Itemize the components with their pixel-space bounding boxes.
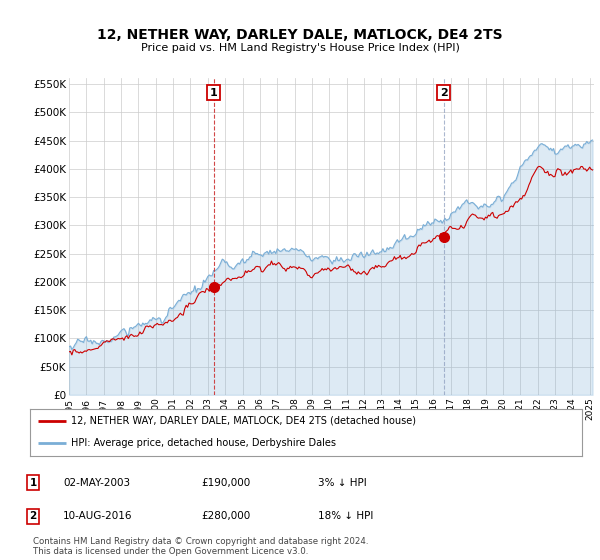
Text: 12, NETHER WAY, DARLEY DALE, MATLOCK, DE4 2TS (detached house): 12, NETHER WAY, DARLEY DALE, MATLOCK, DE… <box>71 416 416 426</box>
Text: 18% ↓ HPI: 18% ↓ HPI <box>318 511 373 521</box>
Text: 2: 2 <box>29 511 37 521</box>
Text: £190,000: £190,000 <box>201 478 250 488</box>
Text: 3% ↓ HPI: 3% ↓ HPI <box>318 478 367 488</box>
Text: Contains HM Land Registry data © Crown copyright and database right 2024.
This d: Contains HM Land Registry data © Crown c… <box>33 536 368 556</box>
Text: HPI: Average price, detached house, Derbyshire Dales: HPI: Average price, detached house, Derb… <box>71 438 337 448</box>
Text: 2: 2 <box>440 87 448 97</box>
Text: Price paid vs. HM Land Registry's House Price Index (HPI): Price paid vs. HM Land Registry's House … <box>140 43 460 53</box>
Text: 12, NETHER WAY, DARLEY DALE, MATLOCK, DE4 2TS: 12, NETHER WAY, DARLEY DALE, MATLOCK, DE… <box>97 28 503 42</box>
Text: £280,000: £280,000 <box>201 511 250 521</box>
Text: 02-MAY-2003: 02-MAY-2003 <box>63 478 130 488</box>
Text: 1: 1 <box>29 478 37 488</box>
Text: 1: 1 <box>210 87 218 97</box>
Text: 10-AUG-2016: 10-AUG-2016 <box>63 511 133 521</box>
